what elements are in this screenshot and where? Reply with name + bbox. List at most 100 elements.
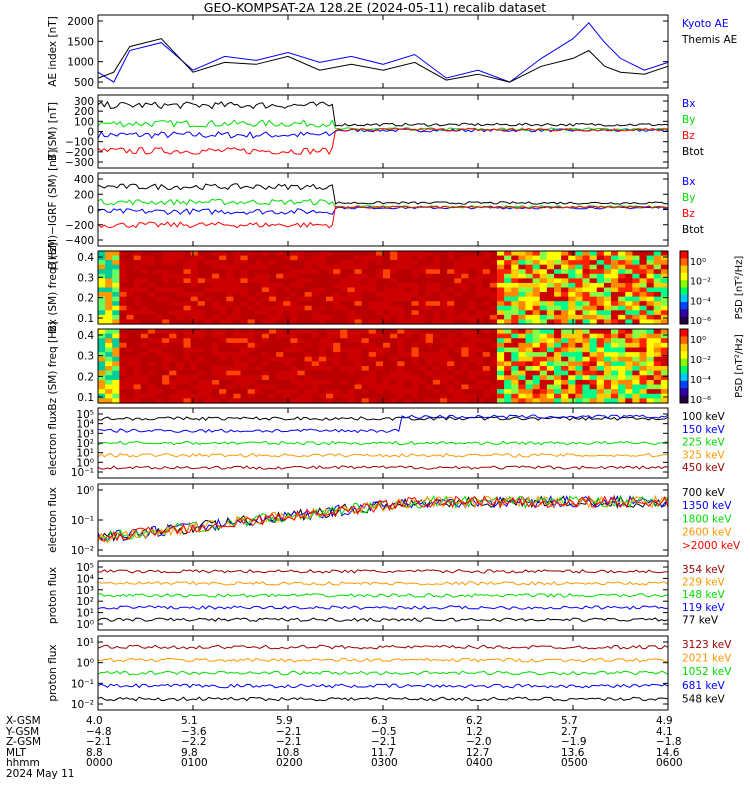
specz-cell — [311, 329, 320, 335]
specx-cell — [390, 278, 398, 284]
specx-cell — [632, 273, 641, 279]
specx-cell — [646, 296, 655, 302]
specz-cell — [653, 333, 662, 339]
specx-cell — [411, 251, 420, 257]
specx-cell — [461, 319, 470, 325]
specz-cell — [532, 384, 541, 390]
specz-cell — [219, 333, 227, 339]
specx-cell — [596, 255, 605, 261]
specz-cell — [112, 356, 120, 362]
specx-cell — [632, 251, 641, 257]
specz-cell — [112, 347, 120, 353]
specz-cell — [276, 329, 284, 335]
specz-cell — [176, 333, 185, 339]
specz-cell — [532, 375, 541, 381]
phigh-legend-darkred: 3123 keV — [682, 639, 732, 651]
specz-cell — [440, 389, 448, 395]
specx-cell — [511, 305, 519, 311]
specx-cell — [482, 301, 491, 307]
specx-cell — [311, 292, 320, 298]
specx-cell — [247, 260, 256, 266]
specz-cell — [375, 356, 384, 362]
elow-ytick-label: 10⁴ — [76, 419, 94, 431]
specz-cell — [269, 333, 277, 339]
specz-cell — [554, 342, 562, 349]
specz-cell — [511, 375, 519, 381]
specz-cell — [233, 352, 242, 358]
specz-cell — [147, 393, 156, 399]
specz-ytick-label: 0.2 — [77, 371, 94, 383]
specz-cell — [532, 366, 541, 372]
specx-cell — [240, 255, 249, 261]
specx-cell — [190, 269, 199, 275]
specz-cell — [461, 338, 470, 344]
specx-cell — [611, 269, 619, 275]
specx-cell — [632, 260, 641, 266]
specx-cell — [468, 319, 477, 325]
specz-cell — [254, 342, 263, 349]
specx-cell — [497, 282, 505, 289]
specz-cell — [326, 379, 334, 386]
specx-cell — [589, 269, 598, 275]
specz-cell — [440, 384, 448, 390]
specz-cell — [269, 361, 277, 367]
specx-cell — [333, 273, 341, 279]
specz-cell — [596, 329, 605, 335]
ephemeris-value: −1.9 — [561, 736, 587, 748]
specx-cell — [269, 296, 277, 302]
specx-cell — [582, 251, 591, 257]
specx-cell — [561, 310, 569, 316]
plow-ylabel: proton flux — [47, 567, 59, 624]
specx-cell — [390, 287, 398, 293]
specx-cell — [333, 282, 341, 289]
specx-cell — [582, 310, 591, 316]
specx-cell — [176, 319, 185, 325]
specx-cell — [347, 287, 356, 293]
specx-cell — [254, 305, 263, 311]
specx-cell — [119, 260, 128, 266]
specz-cell — [219, 352, 227, 358]
specz-cell — [283, 342, 291, 349]
specx-cell — [511, 260, 519, 266]
specx-cell — [418, 314, 427, 321]
specx-cell — [112, 251, 120, 257]
specz-cell — [639, 366, 648, 372]
specz-cell — [440, 375, 448, 381]
specz-cell — [333, 389, 341, 395]
specx-cell — [347, 305, 356, 311]
specx-cell — [304, 260, 313, 266]
specz-cell — [447, 342, 455, 349]
specz-cell — [183, 375, 192, 381]
specz-cell — [546, 375, 555, 381]
specx-cell — [575, 273, 584, 279]
specz-cell — [240, 366, 249, 372]
bgrf-trace-red — [97, 205, 669, 229]
specx-cell — [204, 278, 213, 284]
specz-cell — [147, 329, 156, 335]
specx-cell — [333, 264, 341, 270]
specx-cell — [112, 269, 120, 275]
specz-cell — [147, 333, 156, 339]
specx-cell — [511, 282, 519, 289]
specz-cell — [497, 361, 505, 367]
specz-cell — [611, 370, 619, 376]
specx-cell — [190, 314, 199, 321]
specz-cell — [240, 333, 249, 339]
specx-cell — [504, 264, 512, 270]
specx-cell — [162, 260, 170, 266]
specx-cell — [233, 292, 242, 298]
specz-cell — [618, 338, 626, 344]
specx-cell — [340, 255, 348, 261]
specx-cell — [347, 260, 356, 266]
specx-cell — [461, 278, 470, 284]
bgsm-legend-blue: Bx — [682, 98, 695, 110]
specx-cell — [418, 305, 427, 311]
specx-cell — [354, 282, 363, 289]
specz-cell — [133, 338, 142, 344]
specz-cell — [404, 338, 413, 344]
specz-cell — [639, 384, 648, 390]
specx-cell — [539, 264, 548, 270]
specx-cell — [639, 260, 648, 266]
specx-cell — [147, 251, 156, 257]
